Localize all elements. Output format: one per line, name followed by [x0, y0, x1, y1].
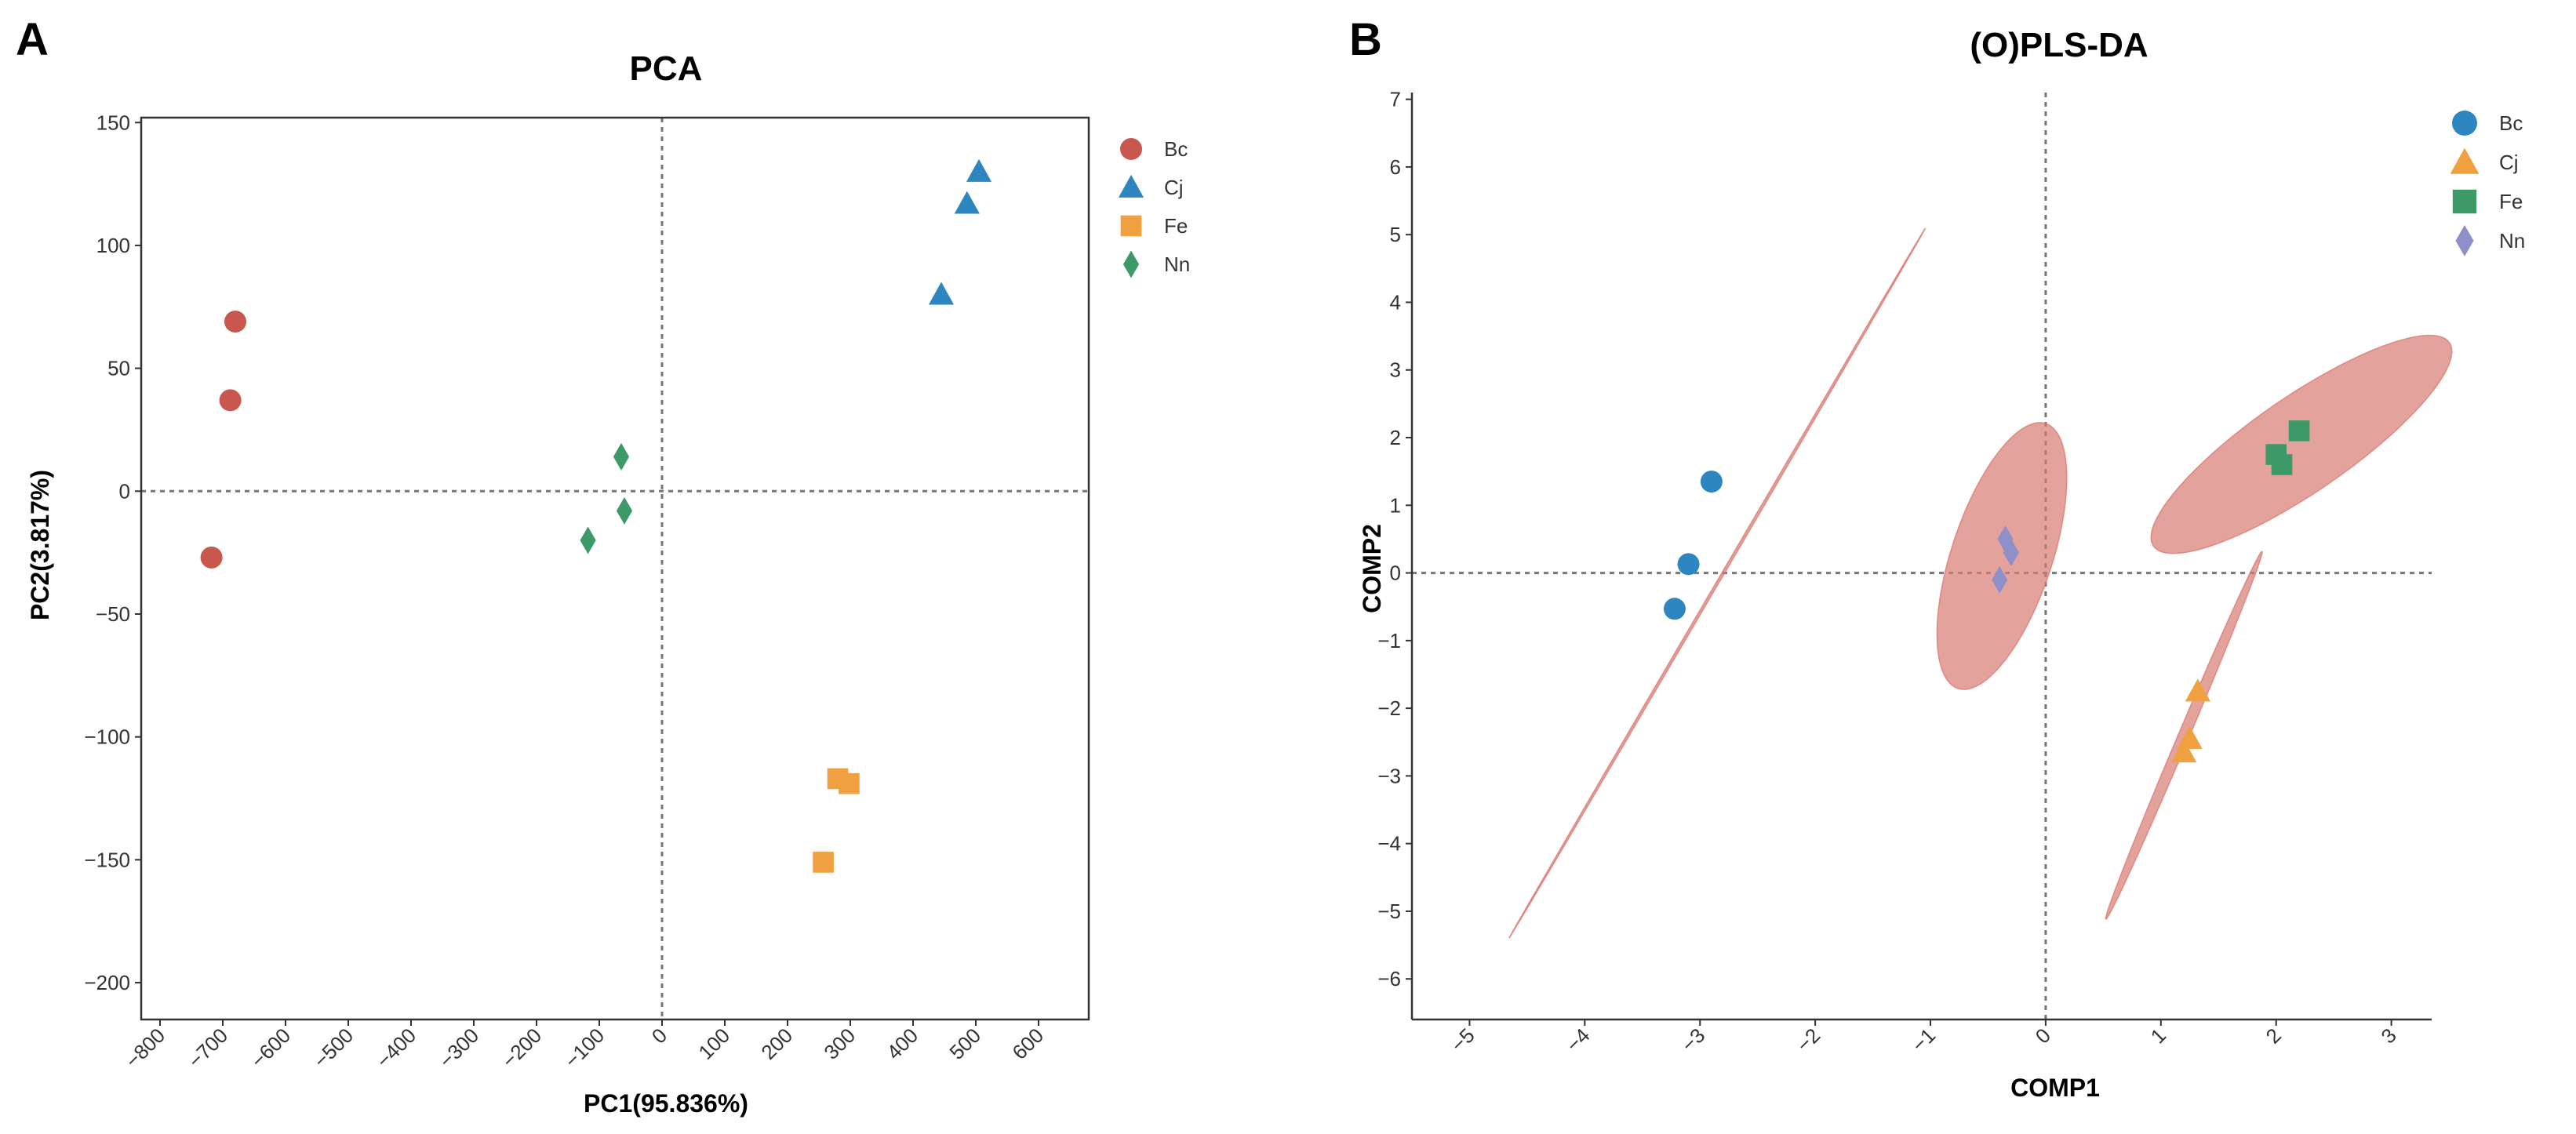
panel-b-y-tick-label: 0 [1390, 562, 1401, 585]
panel-a-y-tick-label: −50 [96, 602, 130, 626]
panel-a-point-nn [613, 442, 630, 471]
panel-a: A PCA PC1(95.836%) PC2(3.817%) 150100500… [16, 14, 1190, 1118]
panel-a-x-tick-label: −100 [560, 1023, 609, 1073]
panel-a-y-tick-label: −150 [84, 848, 130, 871]
panel-b-y-tick-label: −4 [1377, 832, 1401, 856]
panel-a-x-tick-label: 200 [756, 1023, 797, 1064]
panel-a-y-tick-label: 150 [96, 111, 130, 134]
panel-a-x-tick-label: −400 [372, 1023, 421, 1073]
panel-b-legend-marker-bc [2452, 111, 2477, 136]
panel-a-x-tick-label: −800 [121, 1023, 170, 1073]
panel-a-y-tick-label: 50 [107, 357, 130, 380]
panel-a-x-tick-label: 300 [819, 1023, 860, 1064]
panel-b-y-tick-label: 3 [1390, 358, 1401, 382]
panel-b-point-bc [1700, 471, 1723, 493]
panel-a-point-bc [200, 546, 223, 569]
panel-b-ellipse-fe [2150, 334, 2453, 554]
panel-a-point-fe [839, 772, 860, 794]
panel-a-x-tick-label: −600 [246, 1023, 296, 1073]
panel-b-point-fe [2271, 454, 2293, 475]
panel-b-y-tick-label: 2 [1390, 426, 1401, 449]
panel-b-x-axis-label: COMP1 [2010, 1074, 2100, 1102]
panel-b-legend-label-fe: Fe [2499, 190, 2523, 213]
panel-b: B (O)PLS-DA COMP1 COMP2 7 6 5 4 3 2 1 0 −1 −2 −3 −4… [1349, 14, 2525, 1102]
panel-a-legend-label-bc: Bc [1164, 137, 1188, 161]
panel-a-point-cj [928, 282, 955, 305]
panel-b-point-cj [2185, 678, 2210, 702]
panel-b-point-bc [1677, 553, 1700, 576]
panel-b-legend-marker-fe [2452, 189, 2477, 214]
panel-b-ellipse-bc [1508, 227, 1927, 939]
panel-a-point-cj [966, 158, 992, 182]
panel-b-point-cj [2171, 740, 2197, 763]
panel-a-x-tick-label: 0 [647, 1023, 671, 1048]
panel-a-legend-label-cj: Cj [1164, 176, 1184, 199]
panel-a-y-tick-label: −100 [84, 725, 130, 749]
panel-b-y-tick-label: −5 [1377, 900, 1401, 923]
panel-a-legend-marker-cj [1118, 174, 1144, 198]
panel-b-legend-marker-cj [2450, 147, 2480, 174]
panel-a-x-tick-label: −200 [497, 1023, 547, 1073]
panel-b-point-bc [1663, 598, 1686, 620]
panel-a-x-axis-label: PC1(95.836%) [584, 1089, 748, 1118]
panel-b-point-nn [2003, 539, 2019, 567]
panel-a-x-tick-label: 600 [1007, 1023, 1048, 1064]
panel-a-letter: A [16, 14, 49, 65]
panel-a-point-bc [224, 311, 246, 333]
panel-a-point-nn [616, 496, 633, 525]
panel-a-y-axis-label: PC2(3.817%) [26, 470, 54, 620]
panel-b-y-tick-label: −2 [1377, 696, 1401, 720]
panel-b-x-tick-label: −1 [1907, 1023, 1940, 1056]
panel-a-x-tick-label: −500 [309, 1023, 358, 1073]
panel-b-legend-label-bc: Bc [2499, 111, 2523, 135]
panel-b-legend-label-cj: Cj [2499, 151, 2519, 174]
panel-b-x-tick-label: 0 [2031, 1023, 2055, 1048]
panel-b-x-tick-label: 2 [2261, 1023, 2285, 1048]
panel-a-x-tick-label: −300 [435, 1023, 484, 1073]
panel-b-y-tick-label: −6 [1377, 967, 1401, 990]
panel-a-legend-marker-bc [1120, 138, 1142, 160]
panel-b-y-tick-label: 5 [1390, 223, 1401, 246]
panel-b-ellipse-cj [2105, 551, 2263, 920]
panel-b-x-tick-label: 3 [2376, 1023, 2400, 1048]
panel-b-legend-label-nn: Nn [2499, 229, 2525, 253]
panel-a-x-tick-label: −700 [184, 1023, 233, 1073]
panel-a-legend-marker-nn [1122, 250, 1140, 278]
panel-a-legend-label-nn: Nn [1164, 253, 1190, 276]
panel-b-x-tick-label: −4 [1561, 1023, 1594, 1056]
panel-a-point-fe [813, 852, 834, 873]
panel-a-y-tick-label: 0 [119, 479, 130, 503]
panel-a-title: PCA [630, 49, 703, 88]
panel-b-x-tick-label: −3 [1676, 1023, 1709, 1056]
panel-a-legend-label-fe: Fe [1164, 214, 1188, 238]
panel-a-x-tick-label: 500 [944, 1023, 985, 1064]
panel-b-x-tick-label: −5 [1446, 1023, 1479, 1056]
panel-b-y-tick-label: −3 [1377, 764, 1401, 787]
panel-b-ellipse-nn [1936, 422, 2068, 690]
panel-b-title: (O)PLS-DA [1970, 26, 2148, 64]
panel-a-x-tick-label: 400 [882, 1023, 922, 1064]
panel-a-plot-frame [140, 116, 1090, 1021]
panel-a-y-tick-label: 100 [96, 234, 130, 257]
panel-b-y-tick-label: 6 [1390, 155, 1401, 179]
panel-b-y-tick-label: −1 [1377, 629, 1401, 652]
panel-a-point-cj [954, 191, 980, 214]
panel-b-point-nn [1992, 565, 2008, 594]
panel-b-legend-marker-nn [2455, 225, 2474, 256]
panel-b-x-tick-label: 1 [2146, 1023, 2170, 1048]
panel-b-x-tick-label: −2 [1792, 1023, 1825, 1056]
panel-a-x-tick-label: 100 [693, 1023, 734, 1064]
panel-b-y-tick-label: 4 [1390, 290, 1401, 314]
panel-a-point-nn [580, 526, 596, 554]
panel-b-letter: B [1349, 14, 1382, 65]
panel-b-y-axis-label: COMP2 [1358, 524, 1386, 613]
panel-a-legend-marker-fe [1120, 215, 1142, 237]
panel-b-y-tick-label: 1 [1390, 493, 1401, 517]
panel-a-point-bc [219, 389, 242, 412]
panel-b-point-fe [2288, 420, 2310, 442]
panel-b-y-tick-label: 7 [1390, 88, 1401, 111]
panel-a-y-tick-label: −200 [84, 971, 130, 994]
